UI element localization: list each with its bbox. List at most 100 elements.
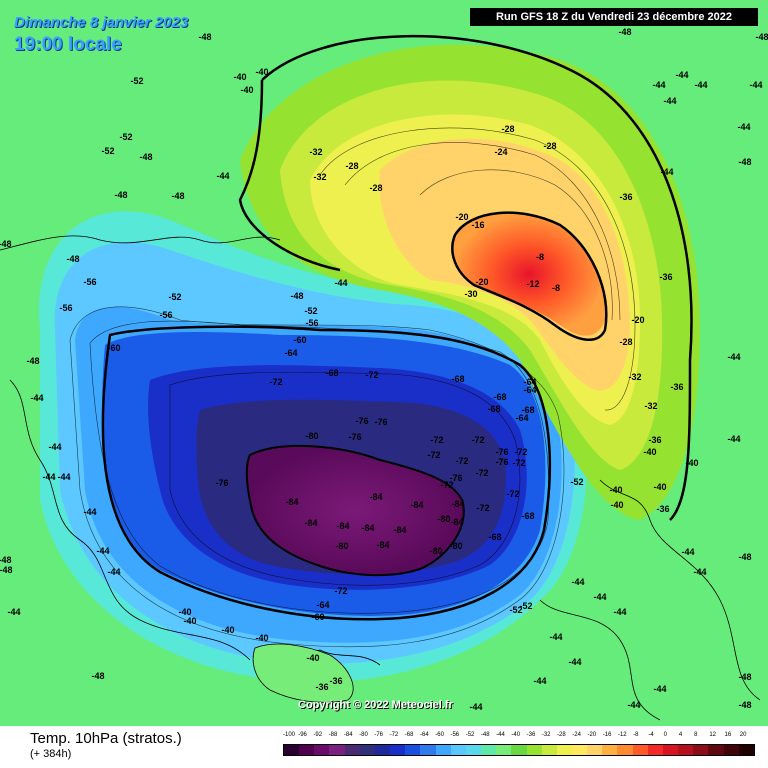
color-scale-label: -92 — [313, 732, 323, 738]
contour-label: -44 — [737, 122, 750, 132]
contour-label: -36 — [329, 676, 342, 686]
contour-label: -60 — [107, 343, 120, 353]
contour-label: -72 — [427, 450, 440, 460]
island-southwest — [252, 643, 354, 703]
contour-label: -84 — [361, 523, 374, 533]
contour-label: -80 — [449, 541, 462, 551]
contour-label: -64 — [316, 600, 329, 610]
contour-label: -68 — [521, 405, 534, 415]
contour-label: -40 — [306, 653, 319, 663]
contour-label: -64 — [284, 348, 297, 358]
run-info: Run GFS 18 Z du Vendredi 23 décembre 202… — [470, 8, 758, 26]
thin-contours — [69, 127, 636, 648]
color-scale-label: -16 — [602, 732, 612, 738]
contour-label: -72 — [430, 435, 443, 445]
color-scale-label: -56 — [450, 732, 460, 738]
color-scale-swatch — [465, 745, 482, 755]
contour-label: -68 — [325, 368, 338, 378]
contour-label: -84 — [451, 499, 464, 509]
contour-label: -40 — [643, 447, 656, 457]
contour-label: -40 — [240, 85, 253, 95]
forecast-time: 19:00 locale — [14, 34, 122, 55]
contour-label: -40 — [610, 500, 623, 510]
contour-label: -48 — [0, 239, 12, 249]
color-scale: -100 -96 -92 -88 -84 -80 -76 -72 -68 -64 -60 -56 -52… — [283, 732, 755, 756]
contour-label: -12 — [526, 279, 539, 289]
contour-label: -44 — [549, 632, 562, 642]
contour-label: -72 — [514, 447, 527, 457]
contour-label: -56 — [59, 303, 72, 313]
contour-label: -72 — [440, 480, 453, 490]
color-scale-label: -88 — [328, 732, 338, 738]
color-scale-swatch — [496, 745, 512, 755]
contour-label: -40 — [221, 625, 234, 635]
contour-label: -44 — [653, 684, 666, 694]
contour-label: -48 — [139, 152, 152, 162]
contour-label: -48 — [755, 32, 768, 42]
contour-label: -36 — [659, 272, 672, 282]
color-scale-label: -4 — [648, 732, 654, 738]
color-scale-label: -44 — [496, 732, 505, 738]
contour-label: -36 — [656, 504, 669, 514]
contour-label: -76 — [495, 447, 508, 457]
contour-label: -48 — [738, 700, 751, 710]
contour-label: -52 — [130, 76, 143, 86]
contour-label: -48 — [0, 555, 12, 565]
contour-label: -84 — [336, 521, 349, 531]
contour-label: -44 — [7, 607, 20, 617]
color-scale-label: 12 — [709, 732, 716, 738]
contour-label: -80 — [305, 431, 318, 441]
contour-label: -60 — [311, 612, 324, 622]
contour-label: -48 — [91, 671, 104, 681]
contour-label: -80 — [437, 514, 450, 524]
contour-label: -72 — [506, 489, 519, 499]
contour-label: -44 — [727, 352, 740, 362]
color-scale-label: -100 — [283, 732, 296, 738]
color-scale-swatch — [314, 745, 330, 755]
contour-label: -44 — [96, 546, 109, 556]
contour-label: -36 — [648, 435, 661, 445]
color-scale-swatch — [617, 745, 633, 755]
contour-label: -44 — [334, 278, 347, 288]
color-scale-swatch — [587, 745, 603, 755]
forecast-date: Dimanche 8 janvier 2023 — [14, 14, 189, 31]
contour-label: -40 — [653, 482, 666, 492]
contour-label: -44 — [663, 96, 676, 106]
contour-label: -84 — [304, 518, 317, 528]
contour-label: -48 — [0, 565, 13, 575]
color-scale-label: -96 — [298, 732, 307, 738]
contour-label: -68 — [487, 404, 500, 414]
isoline-minus40-warm — [261, 34, 693, 521]
color-scale-label: 8 — [694, 732, 698, 738]
contour-label: -76 — [374, 417, 387, 427]
color-scale-swatch — [420, 745, 436, 755]
color-scale-swatch — [708, 745, 724, 755]
contour-label: -44 — [42, 472, 55, 482]
color-scale-label: 20 — [739, 732, 747, 738]
contour-label: -8 — [536, 252, 544, 262]
contour-label: -68 — [488, 532, 501, 542]
color-scale-label: -28 — [557, 732, 566, 738]
color-scale-swatch — [541, 745, 557, 755]
contour-label: -84 — [410, 500, 423, 510]
contour-label: -32 — [644, 401, 657, 411]
contour-label: -72 — [455, 456, 468, 466]
contour-label: -84 — [376, 540, 389, 550]
contour-label: -28 — [619, 337, 632, 347]
contour-label: -64 — [523, 377, 536, 387]
isoline-minus80 — [245, 444, 465, 577]
contour-label: -44 — [30, 393, 43, 403]
color-scale-labels: -100 -96 -92 -88 -84 -80 -76 -72 -68 -64 -60 -56 -52… — [283, 732, 755, 742]
temperature-map: -48-40-40-40-52-52-52-48-48-48-44-48-48-… — [0, 0, 768, 726]
contour-label: -64 — [515, 413, 528, 423]
contour-label: -68 — [493, 392, 506, 402]
warm-core — [452, 212, 606, 336]
contour-label: -52 — [101, 146, 114, 156]
color-scale-label: -12 — [617, 732, 627, 738]
contour-label: -72 — [476, 503, 489, 513]
color-scale-swatch — [435, 745, 451, 755]
color-scale-swatch — [374, 745, 391, 755]
color-scale-bar — [283, 744, 755, 756]
contour-label: -72 — [512, 458, 525, 468]
contour-label: -44 — [533, 676, 546, 686]
